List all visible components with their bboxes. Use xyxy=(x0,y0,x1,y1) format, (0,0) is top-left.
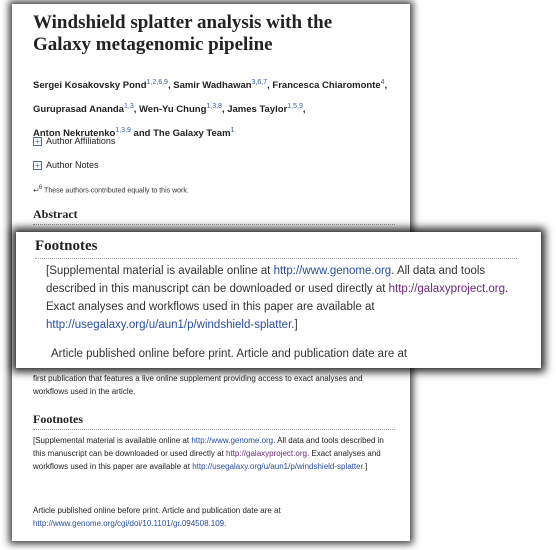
genome-link[interactable]: http://www.genome.org xyxy=(191,436,274,445)
author[interactable]: Francesca Chiaromonte4 xyxy=(272,79,385,92)
abstract-text: first publication that features a live o… xyxy=(33,374,363,396)
author[interactable]: Wen-Yu Chung1,3,8 xyxy=(139,103,222,116)
galaxyproject-link[interactable]: http://galaxyproject.org xyxy=(388,283,505,295)
galaxyproject-link[interactable]: http://galaxyproject.org xyxy=(226,449,307,458)
author-notes-toggle[interactable]: + Author Notes xyxy=(33,160,99,170)
callout-footnote-supplement: [Supplemental material is available onli… xyxy=(46,265,509,331)
author-affiliations-toggle[interactable]: + Author Affiliations xyxy=(33,136,115,146)
return-arrow-icon: ↩ xyxy=(33,187,39,195)
author-affiliations-label: Author Affiliations xyxy=(46,136,116,146)
equal-contribution-note: ↩6 These authors contributed equally to … xyxy=(33,185,189,195)
footnote-published: Article published online before print. A… xyxy=(33,506,281,528)
usegalaxy-link[interactable]: http://usegalaxy.org/u/aun1/p/windshield… xyxy=(192,462,363,471)
author-list: Sergei Kosakovsky Pond1,2,6,9, Samir Wad… xyxy=(33,79,388,140)
callout-footnotes-heading: Footnotes xyxy=(35,238,517,259)
usegalaxy-link[interactable]: http://usegalaxy.org/u/aun1/p/windshield… xyxy=(46,319,292,331)
article-title: Windshield splatter analysis with the Ga… xyxy=(33,12,333,55)
abstract-heading: Abstract xyxy=(33,207,395,225)
genome-link[interactable]: http://www.genome.org xyxy=(273,265,392,277)
footnote-supplement: [Supplemental material is available onli… xyxy=(33,436,384,471)
author[interactable]: Samir Wadhawan3,6,7 xyxy=(173,79,268,92)
author[interactable]: Sergei Kosakovsky Pond1,2,6,9 xyxy=(33,79,168,92)
author[interactable]: James Taylor1,5,9 xyxy=(227,103,303,116)
doi-link[interactable]: http://www.genome.org/cgi/doi/10.1101/gr… xyxy=(33,519,225,528)
plus-icon: + xyxy=(33,136,42,146)
author[interactable]: Anton Nekrutenko1,3,9 xyxy=(33,127,131,140)
footnotes-callout: Footnotes [Supplemental material is avai… xyxy=(16,232,541,368)
callout-published-note: Article published online before print. A… xyxy=(51,348,408,360)
author[interactable]: Guruprasad Ananda1,3 xyxy=(33,103,134,116)
footnotes-heading: Footnotes xyxy=(33,412,395,430)
plus-icon: + xyxy=(33,160,42,170)
author-notes-label: Author Notes xyxy=(46,160,99,170)
